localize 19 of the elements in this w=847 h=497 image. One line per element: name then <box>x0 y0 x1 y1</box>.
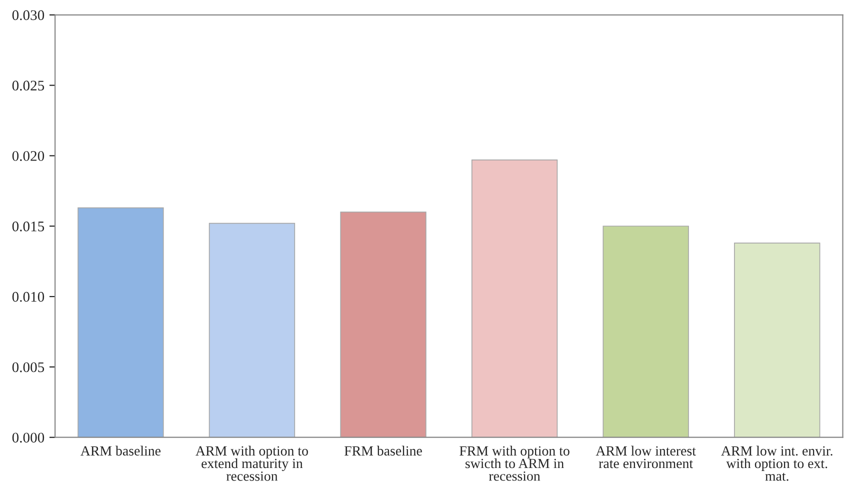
y-tick-label: 0.030 <box>12 10 44 20</box>
y-tick-label: 0.000 <box>12 432 44 443</box>
x-tick-label: FRM with option to swicth to ARM in recession <box>460 446 570 481</box>
x-tick-label: FRM baseline <box>344 446 422 456</box>
bar <box>78 207 164 438</box>
bar <box>734 242 820 438</box>
x-tick-label: ARM with option to extend maturity in recession <box>196 446 308 481</box>
y-tick-label: 0.015 <box>12 221 44 232</box>
bar <box>340 212 426 438</box>
y-tick-label: 0.025 <box>12 80 44 91</box>
x-tick-label: ARM low int. envir. with option to ext. mat. <box>721 446 832 481</box>
y-tick-label: 0.005 <box>12 362 44 372</box>
x-tick-label: ARM baseline <box>80 446 161 456</box>
y-tick-label: 0.010 <box>12 292 44 302</box>
bar <box>471 160 558 438</box>
bar <box>208 222 296 438</box>
x-tick-label: ARM low interest rate environment <box>596 446 696 468</box>
y-tick-label: 0.020 <box>12 151 44 161</box>
bar <box>602 226 689 438</box>
